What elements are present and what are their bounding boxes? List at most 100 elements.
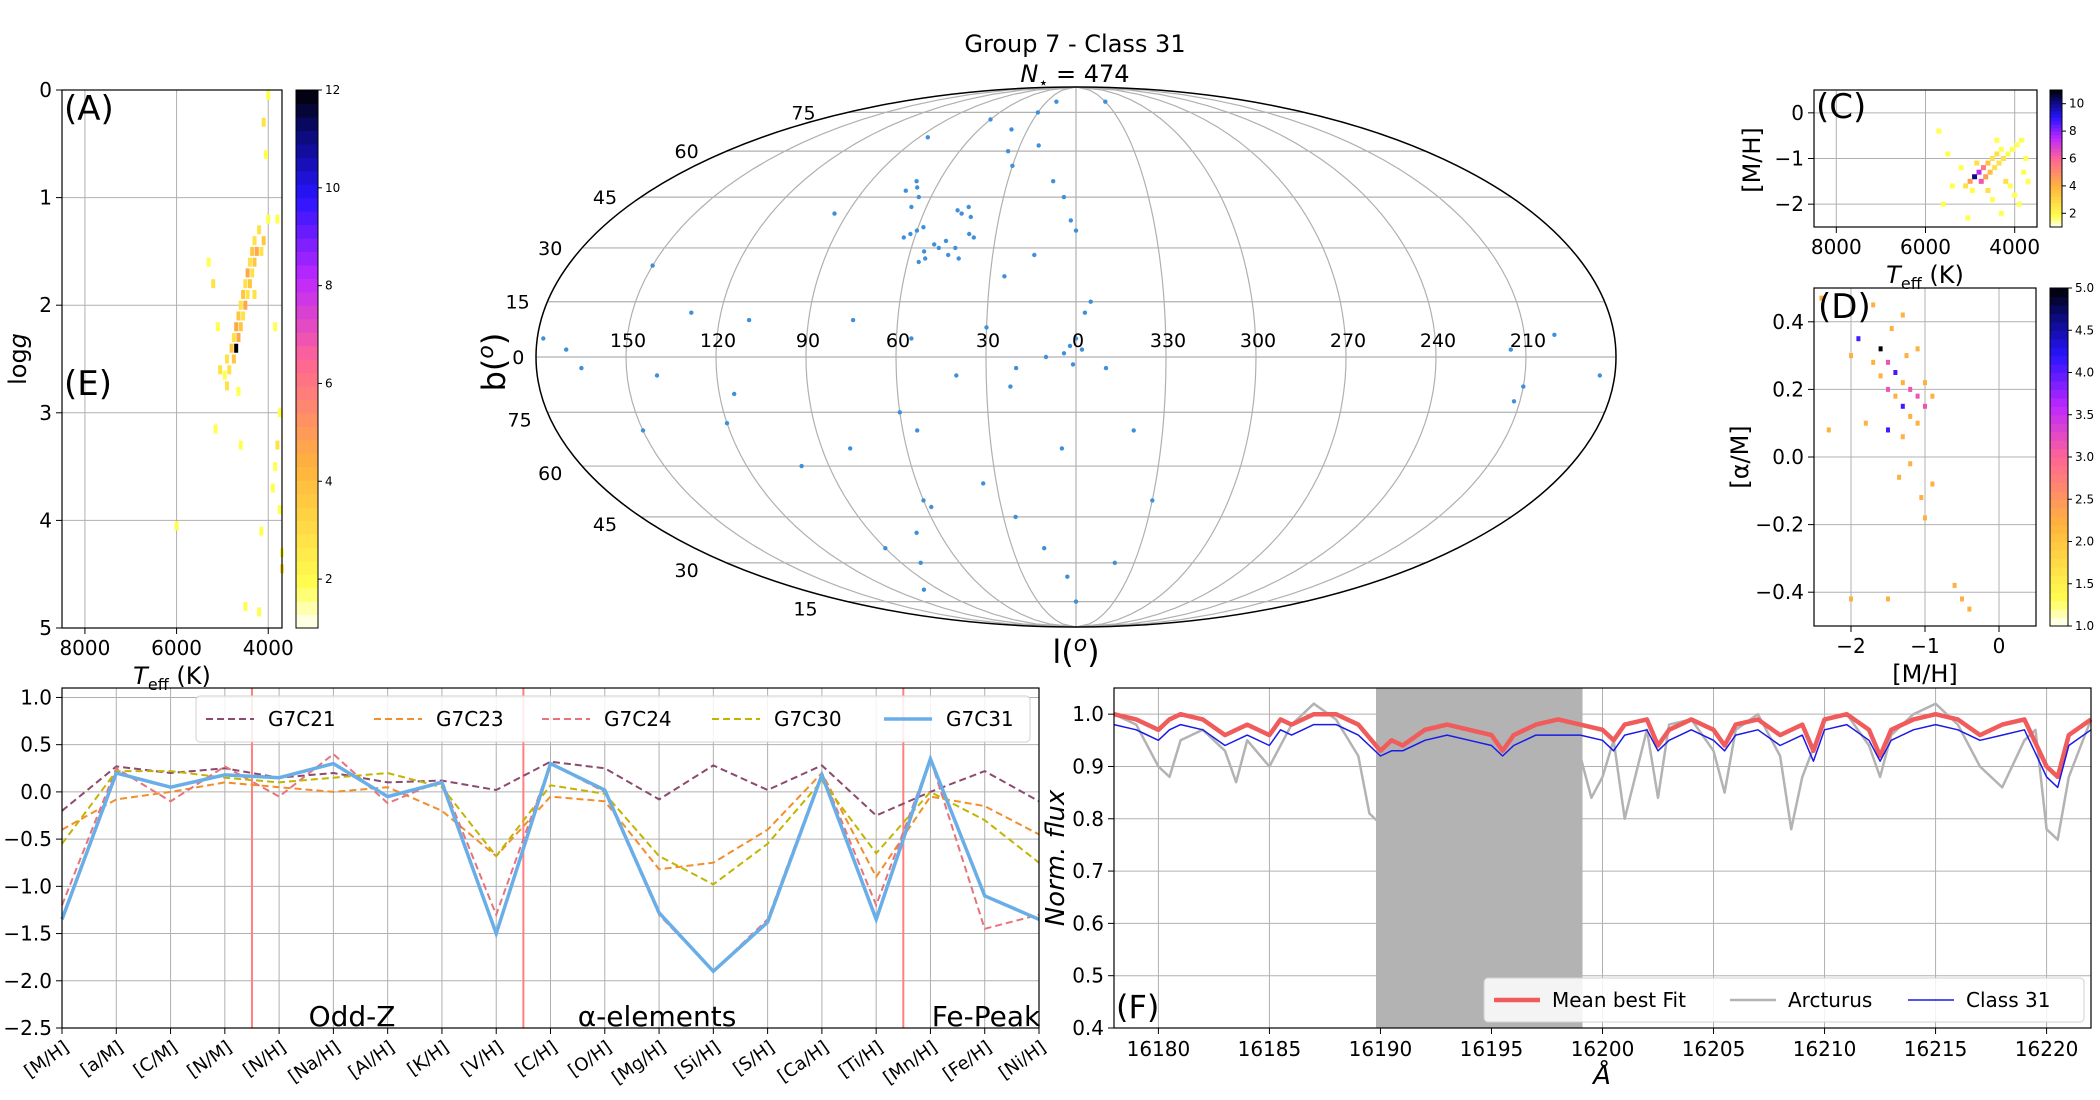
panel-a-frame bbox=[61, 89, 283, 629]
sky-point bbox=[1067, 343, 1073, 349]
longitude-label: 30 bbox=[976, 330, 1000, 352]
heatmap-cell bbox=[234, 322, 239, 332]
element-tick-label: [O/H] bbox=[564, 1037, 615, 1082]
colorbar-tick-label: 8 bbox=[2069, 124, 2077, 138]
heatmap-cell bbox=[1900, 380, 1905, 386]
legend-label: Class 31 bbox=[1966, 988, 2050, 1012]
heatmap-cell bbox=[2014, 142, 2020, 148]
sky-point bbox=[925, 135, 930, 140]
heatmap-cell bbox=[1980, 165, 1986, 171]
colorbar-step bbox=[2050, 172, 2062, 177]
colorbar-step bbox=[2050, 103, 2062, 108]
colorbar-step bbox=[296, 291, 318, 306]
colorbar-tick-label: 10 bbox=[325, 181, 340, 195]
heatmap-cell bbox=[263, 150, 268, 160]
colorbar-step bbox=[2050, 330, 2068, 340]
legend-label: G7C31 bbox=[946, 707, 1014, 731]
colorbar-tick-label: 4 bbox=[325, 474, 333, 488]
sky-point bbox=[984, 325, 989, 330]
panel-d-ylabel: [α/M] bbox=[1726, 425, 1754, 488]
latitude-label-zero: 0 bbox=[512, 347, 524, 369]
heatmap-cell bbox=[2016, 201, 2022, 207]
sky-point bbox=[914, 179, 919, 184]
colorbar-step bbox=[2050, 107, 2062, 112]
sky-point bbox=[1065, 574, 1070, 579]
heatmap-cell bbox=[270, 483, 275, 493]
panel-f-spectrum: 16180 16185 16190 16195 16200 16205 16210 16215… bbox=[1041, 687, 2093, 1091]
colorbar-tick-label: 5.0 bbox=[2075, 281, 2094, 295]
panel-f-ylabel: Norm. flux bbox=[1041, 789, 1071, 926]
colorbar-step bbox=[296, 399, 318, 414]
legend-box bbox=[1483, 977, 2085, 1023]
heatmap-cell bbox=[1987, 169, 1993, 175]
colorbar-step bbox=[2050, 321, 2068, 331]
colorbar-step bbox=[2050, 490, 2068, 500]
element-tick-label: [M/H] bbox=[21, 1037, 73, 1082]
heatmap-cell bbox=[250, 246, 255, 256]
colorbar-step bbox=[2050, 120, 2062, 125]
sky-point bbox=[1009, 127, 1014, 132]
colorbar-step bbox=[2050, 533, 2068, 543]
colorbar-step bbox=[2050, 338, 2068, 348]
heatmap-cell bbox=[1915, 346, 1920, 352]
heatmap-cell bbox=[1893, 370, 1898, 375]
heatmap-cell bbox=[1974, 160, 1980, 166]
sky-point bbox=[1521, 384, 1526, 389]
element-tick-label: [Mg/H] bbox=[608, 1037, 670, 1089]
x-tick-label: 16205 bbox=[1682, 1037, 1746, 1061]
colorbar-tick-label: 8 bbox=[325, 279, 333, 293]
heatmap-cell bbox=[238, 440, 243, 450]
heatmap-cell bbox=[2012, 192, 2018, 198]
colorbar-step bbox=[2050, 558, 2068, 568]
heatmap-cell bbox=[238, 322, 243, 332]
heatmap-cell bbox=[261, 117, 266, 127]
group-label-alpha: α-elements bbox=[578, 1000, 737, 1033]
colorbar-step bbox=[2050, 189, 2062, 194]
latitude-label-north: 60 bbox=[675, 141, 699, 163]
sky-point bbox=[1073, 599, 1079, 604]
x-tick-label: 16215 bbox=[1904, 1037, 1968, 1061]
heatmap-cell bbox=[259, 246, 264, 256]
heatmap-cell bbox=[259, 526, 264, 536]
colorbar-step bbox=[296, 237, 318, 252]
sky-point bbox=[724, 421, 730, 426]
colorbar-step bbox=[2050, 158, 2062, 163]
heatmap-cell bbox=[231, 354, 236, 364]
colorbar-step bbox=[296, 533, 318, 548]
colorbar-step bbox=[296, 480, 318, 495]
heatmap-cell bbox=[1949, 183, 1955, 189]
sky-point bbox=[1088, 299, 1093, 304]
heatmap-cell bbox=[236, 332, 241, 342]
heatmap-cell bbox=[261, 236, 266, 246]
colorbar-step bbox=[2050, 397, 2068, 407]
sky-map-xlabel: l(o) bbox=[1052, 632, 1099, 671]
sky-point bbox=[968, 214, 973, 220]
heatmap-cell bbox=[1994, 151, 2000, 157]
x-tick-label: −1 bbox=[1910, 634, 1939, 658]
sky-point bbox=[541, 336, 546, 341]
colorbar-step bbox=[2050, 617, 2068, 627]
colorbar-step bbox=[2050, 182, 2062, 187]
colorbar-tick-label: 3.0 bbox=[2075, 450, 2094, 464]
y-tick-label: 1 bbox=[39, 186, 52, 210]
heatmap-cell bbox=[273, 462, 278, 472]
heatmap-cell bbox=[245, 289, 250, 299]
x-tick-label: −2 bbox=[1836, 634, 1865, 658]
element-tick-label: [Mn/H] bbox=[880, 1037, 942, 1089]
heatmap-cell bbox=[243, 300, 248, 310]
heatmap-cell bbox=[252, 289, 257, 299]
heatmap-cell bbox=[241, 311, 246, 321]
colorbar-step bbox=[296, 547, 318, 562]
sky-point bbox=[967, 231, 972, 237]
legend-label: G7C30 bbox=[774, 707, 842, 731]
sky-point bbox=[1112, 560, 1118, 565]
sky-point bbox=[640, 428, 646, 433]
sky-point bbox=[921, 249, 927, 254]
panel-c-ylabel: [M/H] bbox=[1738, 127, 1766, 193]
y-tick-label: 5 bbox=[39, 616, 52, 640]
colorbar-step bbox=[2050, 141, 2062, 146]
y-tick-label: 0 bbox=[1791, 101, 1804, 125]
heatmap-cell bbox=[1908, 386, 1913, 392]
heatmap-cell bbox=[206, 257, 211, 267]
colorbar-step bbox=[2050, 389, 2068, 399]
